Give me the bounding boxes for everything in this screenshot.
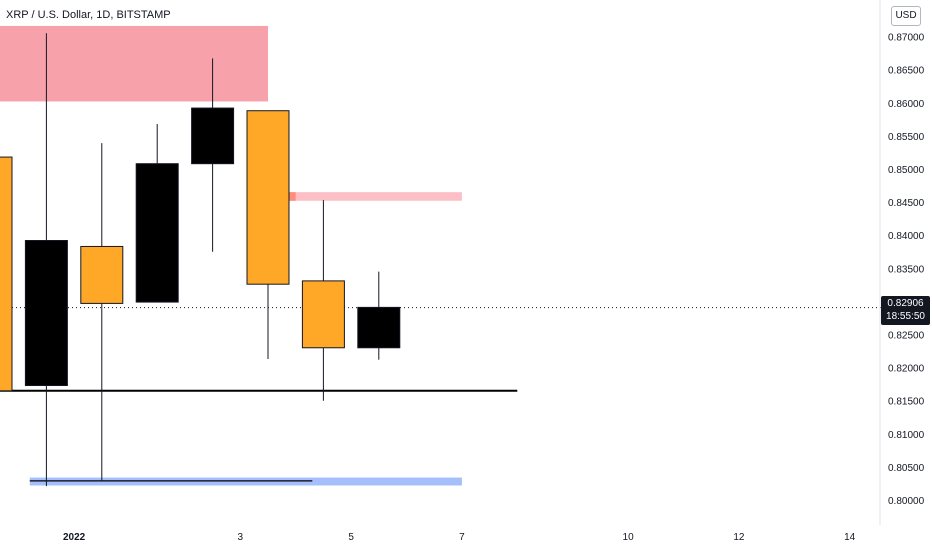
time-tick-label: 7 (459, 532, 465, 543)
price-tick-label: 0.82000 (888, 364, 925, 375)
price-tick-label: 0.86000 (888, 99, 925, 110)
price-tick-label: 0.87000 (888, 33, 925, 44)
price-tick-label: 0.85500 (888, 132, 925, 143)
price-tick-label: 0.84500 (888, 198, 925, 209)
supply-zone (0, 25, 269, 102)
time-axis[interactable]: 2022 3 5 7 10 12 14 (63, 532, 856, 543)
candle (301, 200, 345, 401)
time-tick-label: 12 (733, 532, 745, 543)
price-tick-label: 0.80500 (888, 463, 925, 474)
currency-button[interactable]: USD (891, 6, 921, 26)
candle-body (357, 306, 401, 349)
candles-layer (0, 33, 401, 487)
price-tick-label: 0.80000 (888, 496, 925, 507)
price-tick-label: 0.84000 (888, 231, 925, 242)
candle (135, 123, 179, 303)
time-tick-label: 3 (238, 532, 244, 543)
candle (246, 110, 290, 360)
bar-countdown: 18:55:50 (886, 311, 925, 322)
price-tick-label: 0.82500 (888, 331, 925, 342)
candle-body (135, 163, 179, 303)
price-tick-label: 0.86500 (888, 66, 925, 77)
symbol-title: XRP / U.S. Dollar, 1D, BITSTAMP (6, 9, 171, 21)
price-tick-label: 0.81500 (888, 397, 925, 408)
time-tick-label: 2022 (63, 532, 86, 543)
candle-body (24, 240, 68, 387)
price-tick-label: 0.85000 (888, 165, 925, 176)
last-price-value: 0.82906 (887, 298, 924, 309)
candle-body (191, 107, 235, 165)
time-tick-label: 10 (623, 532, 635, 543)
last-price-badge: 0.82906 18:55:50 (881, 296, 930, 325)
candle-body (0, 156, 13, 392)
candle (0, 156, 13, 392)
candle-body (301, 280, 345, 349)
candle-body (80, 245, 124, 304)
candle (24, 33, 68, 487)
supply-zone (268, 192, 462, 201)
lines-layer (0, 307, 932, 482)
time-tick-label: 14 (844, 532, 856, 543)
time-tick-label: 5 (348, 532, 354, 543)
candle-body (246, 110, 290, 285)
price-tick-label: 0.81000 (888, 430, 925, 441)
candle (191, 58, 235, 252)
candle (80, 143, 124, 481)
zones-layer (0, 25, 462, 486)
demand-zone (29, 477, 462, 486)
price-tick-label: 0.83500 (888, 264, 925, 275)
candle (357, 271, 401, 360)
price-axis[interactable]: 0.87000 0.86500 0.86000 0.85500 0.85000 0.845… (879, 0, 925, 525)
